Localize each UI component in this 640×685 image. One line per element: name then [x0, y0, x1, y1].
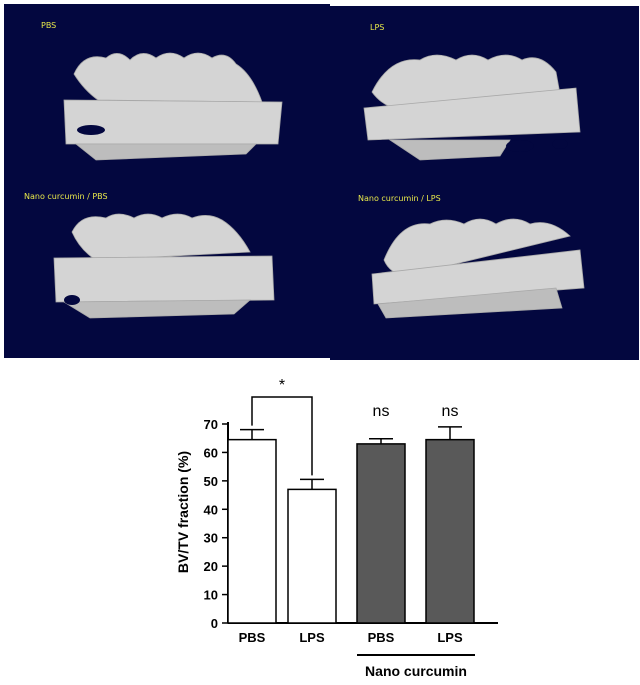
- x-tick-label-1: LPS: [299, 630, 325, 645]
- bar-0: [227, 438, 277, 624]
- y-tick-label-40: 40: [204, 502, 218, 517]
- y-tick-label-30: 30: [204, 531, 218, 546]
- scan-label-lps: LPS: [370, 23, 385, 32]
- bar-1: [287, 488, 337, 624]
- y-tick-label-60: 60: [204, 445, 218, 460]
- scan-label-pbs: PBS: [41, 21, 57, 30]
- significance-star: *: [279, 377, 285, 394]
- x-tick-label-0: PBS: [239, 630, 266, 645]
- x-tick-label-3: LPS: [437, 630, 463, 645]
- scan-label-nano-lps: Nano curcumin / LPS: [358, 194, 441, 203]
- y-axis-label: BV/TV fraction (%): [175, 451, 191, 573]
- scan-image-nano-lps: [366, 214, 606, 339]
- micro-ct-panel-left: PBS Nano curcumin / PBS: [4, 4, 330, 358]
- y-tick-label-20: 20: [204, 559, 218, 574]
- x-tick-label-2: PBS: [368, 630, 395, 645]
- scan-label-nano-pbs: Nano curcumin / PBS: [24, 192, 108, 201]
- y-tick-label-10: 10: [204, 588, 218, 603]
- y-tick-label-50: 50: [204, 474, 218, 489]
- group-label: Nano curcumin: [365, 663, 467, 679]
- micro-ct-panel-right: LPS Nano curcumin / LPS: [330, 6, 639, 360]
- ns-label-2: ns: [373, 403, 390, 420]
- bar-2: [356, 443, 406, 624]
- y-tick-label-70: 70: [204, 417, 218, 432]
- scan-image-nano-pbs: [50, 210, 290, 335]
- bar-3: [425, 438, 475, 624]
- significance-bracket: [251, 396, 313, 476]
- y-tick-label-0: 0: [211, 616, 218, 631]
- scan-image-lps: [360, 48, 600, 173]
- scan-image-pbs: [56, 44, 296, 169]
- ns-label-3: ns: [442, 403, 459, 420]
